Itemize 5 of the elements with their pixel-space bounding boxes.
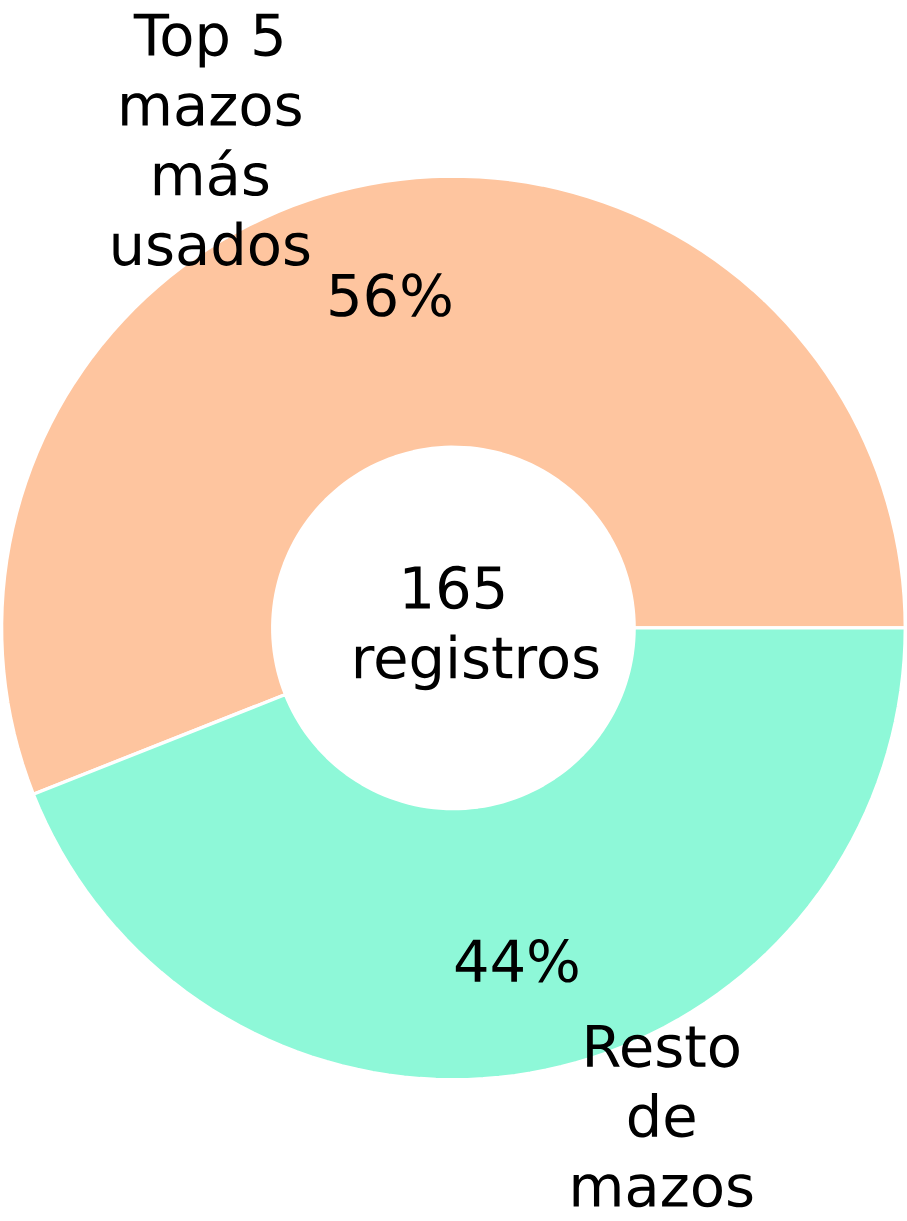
- slice-label: Top 5 mazos más usados: [113, 13, 310, 266]
- text: 165 registros: [356, 565, 599, 691]
- slice-label: Resto de mazos: [573, 1024, 753, 1208]
- data-label: 44%: [455, 939, 578, 983]
- data-label: 56%: [330, 273, 451, 317]
